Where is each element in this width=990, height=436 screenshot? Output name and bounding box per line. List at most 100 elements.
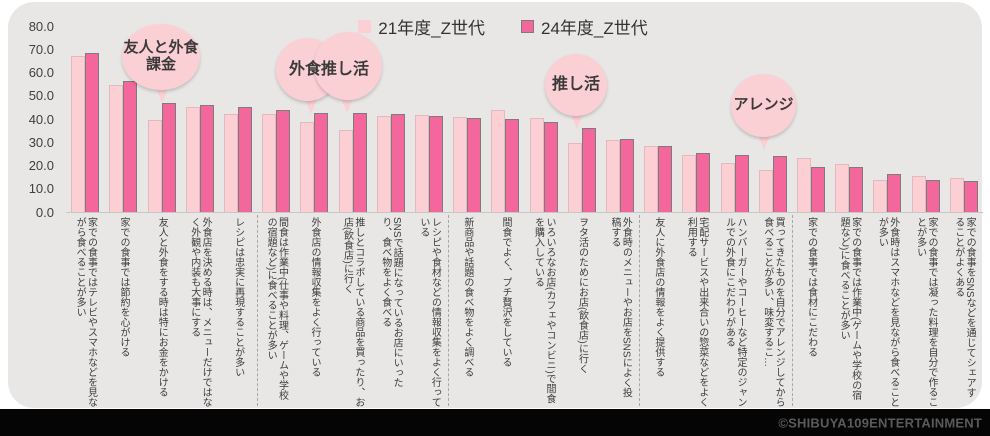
bar-pair <box>715 154 753 212</box>
category-label: 家での食事をSNSなどを通じてシェアすることがよくある <box>952 217 976 398</box>
category-label: 間食は作業中(仕事や料理、ゲームや学校の宿題など)に食べることが多い <box>265 217 288 401</box>
category-label: 家での食事では食材にこだわる <box>805 217 817 357</box>
bar-24 <box>581 128 596 212</box>
bar-pair <box>677 153 715 212</box>
bar-21 <box>758 170 773 212</box>
category-label: 宅配サービスや出来合いの惣菜などをよく利用する <box>685 217 708 407</box>
bar-21 <box>147 119 162 212</box>
bar-21 <box>529 118 544 212</box>
group-divider-line <box>791 215 793 406</box>
callout-tail-icon <box>757 133 771 150</box>
legend: 21年度_Z世代 24年度_Z世代 <box>8 14 990 39</box>
plot-area <box>66 26 983 212</box>
category-labels: 家での食事ではテレビやスマホなどを見ながら食べることが多い 家での食事では節約を心… <box>66 217 983 407</box>
bar-pair <box>830 164 868 212</box>
bar-pair <box>639 145 677 212</box>
legend-label-24: 24年度_Z世代 <box>541 19 648 38</box>
legend-item-21: 21年度_Z世代 <box>358 14 485 39</box>
category-label: 友人と外食をする時は特にお金をかける <box>156 217 168 397</box>
legend-item-24: 24年度_Z世代 <box>521 14 648 39</box>
bar-24 <box>276 110 291 212</box>
category-label: 新商品や話題の食べ物をよく調べる <box>461 217 473 377</box>
category-label: ハンバーガーやコーヒーなど特定のジャンルでの外食にこだわりがある <box>723 217 746 407</box>
watermark: ©SHIBUYA109ENTERTAINMENT <box>778 415 982 430</box>
bar-pair <box>410 115 448 212</box>
category-label: 家での食事ではテレビやスマホなどを見ながら食べることが多い <box>74 217 97 407</box>
group-divider-line <box>448 215 450 406</box>
legend-swatch-24-icon <box>521 20 534 33</box>
bar-24 <box>428 116 443 212</box>
group-divider-line <box>257 215 259 406</box>
bar-pair <box>868 173 906 212</box>
category-label: 買ってきたものを自分でアレンジしてから食べることが多い、味変するこ… <box>761 217 785 407</box>
bar-24 <box>925 179 940 212</box>
bar-pair <box>219 106 257 212</box>
category-label: 推しとコラボしている商品を買ったり、お店(飲食店)に行く <box>341 217 364 407</box>
category-label: いろいろなお店(カフェやコンビニ)で間食を購入している <box>532 217 555 404</box>
bar-24 <box>772 155 787 212</box>
y-tick-label: 70.0 <box>28 41 54 57</box>
bar-21 <box>491 110 506 212</box>
bar-24 <box>161 103 176 212</box>
bar-21 <box>453 116 468 212</box>
bar-24 <box>390 114 405 212</box>
bar-pair <box>945 177 983 212</box>
category-label: 家での食事では作業中(ゲームや学校の宿題など)に食べることが多い <box>838 217 861 401</box>
bar-24 <box>85 53 100 212</box>
bar-24 <box>810 166 825 212</box>
bar-21 <box>223 114 238 212</box>
bar-pair <box>181 105 219 212</box>
bar-24 <box>123 81 138 212</box>
legend-label-21: 21年度_Z世代 <box>378 19 485 38</box>
callout-tail-icon <box>340 96 354 113</box>
callout-label: 外食推し活 <box>288 61 369 78</box>
bar-21 <box>796 158 811 212</box>
bar-24 <box>314 112 329 212</box>
bar-21 <box>414 115 429 212</box>
category-label: SNSで話題になっているお店にいったり、食べ物をよく食べる <box>379 217 403 388</box>
bar-24 <box>963 180 978 212</box>
bar-pair <box>448 116 486 212</box>
bar-pair <box>295 112 333 212</box>
bar-21 <box>873 179 888 212</box>
y-tick-label: 80.0 <box>28 18 54 34</box>
bar-21 <box>911 176 926 212</box>
y-tick-label: 40.0 <box>28 111 54 127</box>
bar-pair <box>257 110 295 212</box>
bar-24 <box>887 173 902 212</box>
y-tick-label: 30.0 <box>28 134 54 150</box>
category-label: 間食でよく、プチ贅沢をしている <box>500 217 512 367</box>
bar-24 <box>237 106 252 212</box>
bar-21 <box>338 129 353 212</box>
speech-bubble-icon: 友人と外食 課金 <box>122 24 200 90</box>
speech-bubble-icon: アレンジ <box>731 74 796 137</box>
bar-24 <box>734 154 749 212</box>
group-dividers <box>66 215 983 406</box>
y-axis: 80.0 70.0 60.0 50.0 40.0 30.0 20.0 10.0 0.0 <box>8 2 60 242</box>
category-label: 外食時はスマホなどを見ながら食べることが多い <box>876 217 899 407</box>
bar-pair <box>486 110 524 212</box>
bar-24 <box>619 139 634 212</box>
callout-tail-icon <box>155 86 169 103</box>
category-label: 外食時のメニューやお店をSNSによく投稿する <box>608 217 632 398</box>
category-label: レシピは忠実に再現することが多い <box>232 217 244 377</box>
speech-bubble-icon: 推し活 <box>545 54 607 116</box>
bar-pair <box>524 118 562 212</box>
callout-tail-icon <box>304 97 318 114</box>
bar-21 <box>185 107 200 212</box>
bar-pair <box>792 158 830 212</box>
bar-pair <box>372 114 410 212</box>
y-tick-label: 10.0 <box>28 181 54 197</box>
bar-21 <box>300 121 315 212</box>
y-tick-label: 20.0 <box>28 158 54 173</box>
bar-21 <box>835 164 850 212</box>
y-tick-label: 50.0 <box>28 88 54 104</box>
category-label: ヲタ活のためにお店(飲食店)に行く <box>576 217 588 374</box>
category-label: レシピや食材などの情報収集をよく行っている <box>417 217 441 407</box>
bar-pair <box>563 128 601 212</box>
category-label: 外食店を決める時は、メニューだけではなく外観や内装も大事にする <box>188 217 212 407</box>
bar-pair <box>142 103 180 212</box>
legend-swatch-21-icon <box>358 20 372 33</box>
category-label: 家での食事では凝った料理を自分で作ることが多い <box>914 217 937 407</box>
bar-21 <box>262 113 277 212</box>
